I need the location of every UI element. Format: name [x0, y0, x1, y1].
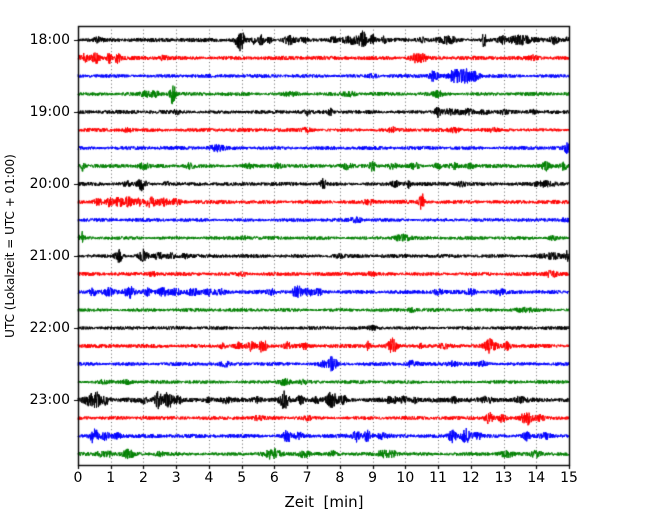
x-tick-label: 4	[204, 470, 214, 486]
y-tick-label: 23:00	[29, 392, 70, 408]
x-tick-label: 0	[73, 470, 83, 486]
x-tick-label: 8	[335, 470, 345, 486]
x-tick-label: 7	[302, 470, 312, 486]
y-tick-label: 19:00	[29, 104, 70, 120]
x-tick-label: 15	[560, 470, 578, 486]
x-tick-label: 5	[237, 470, 247, 486]
x-tick-label: 6	[269, 470, 279, 486]
x-tick-label: 11	[429, 470, 447, 486]
x-tick-label: 13	[494, 470, 513, 486]
x-axis-label: Zeit [min]	[284, 493, 364, 511]
y-tick-label: 18:00	[29, 32, 70, 48]
x-tick-label: 3	[171, 470, 181, 486]
x-tick-label: 1	[106, 470, 116, 486]
x-tick-label: 9	[368, 470, 378, 486]
y-tick-label: 20:00	[29, 176, 70, 192]
y-tick-label: 21:00	[29, 248, 70, 264]
x-tick-label: 10	[396, 470, 415, 486]
x-tick-label: 12	[461, 470, 480, 486]
y-tick-label: 22:00	[29, 320, 70, 336]
x-tick-label: 2	[138, 470, 148, 486]
x-tick-label: 14	[527, 470, 546, 486]
